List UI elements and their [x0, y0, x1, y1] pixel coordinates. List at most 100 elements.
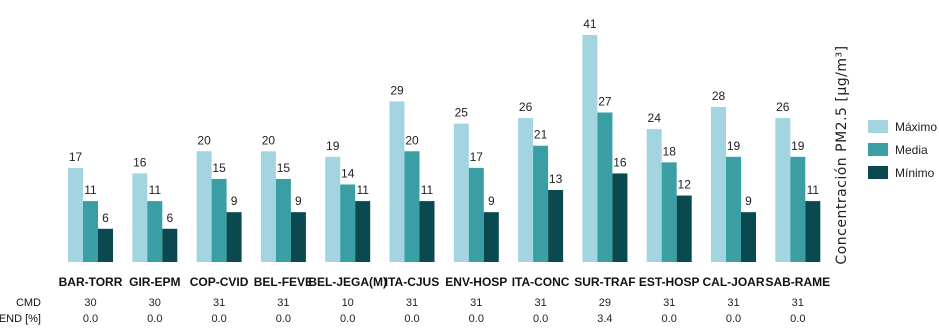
x-tick-label: EST-HOSP [639, 275, 700, 289]
bar-cal-joar-mínimo [741, 212, 756, 262]
bar-value-label: 9 [745, 194, 752, 208]
bar-ita-cjus-máximo [389, 101, 405, 262]
row-value: 31 [470, 297, 482, 309]
row-value: 31 [727, 297, 739, 309]
bar-est-hosp-media [661, 162, 677, 262]
legend-label: Media [895, 143, 928, 157]
bar-bar-torr-mínimo [98, 228, 113, 262]
row-value: 31 [792, 297, 804, 309]
bar-value-label: 26 [776, 100, 790, 114]
bar-ita-cjus-media [404, 151, 420, 262]
row-value: 10 [342, 297, 354, 309]
x-tick-label: SUR-TRAF [574, 275, 635, 289]
row-value: 0.0 [662, 313, 677, 325]
row-value: 0.0 [790, 313, 805, 325]
bar-value-label: 9 [488, 194, 495, 208]
bar-ita-conc-máximo [518, 118, 534, 262]
bar-bar-torr-media [83, 201, 98, 262]
row-value: 0.0 [404, 313, 419, 325]
bar-cal-joar-media [726, 156, 741, 262]
bar-cop-cvid-media [211, 178, 227, 262]
bar-sur-traf-máximo [582, 35, 598, 262]
x-tick-label: ITA-CONC [512, 275, 570, 289]
bar-ita-conc-mínimo [548, 190, 564, 262]
bar-value-label: 9 [295, 194, 302, 208]
bar-est-hosp-mínimo [676, 195, 692, 262]
bar-value-label: 28 [712, 89, 726, 103]
bar-env-hosp-media [468, 167, 484, 262]
row-value: 29 [599, 297, 611, 309]
x-tick-label: ENV-HOSP [445, 275, 507, 289]
bar-value-label: 29 [390, 83, 404, 97]
row-value: 0.0 [276, 313, 291, 325]
bar-ita-cjus-mínimo [419, 201, 435, 262]
bar-value-label: 26 [519, 100, 533, 114]
row-label: END [%] [0, 313, 41, 325]
row-value: 0.0 [533, 313, 548, 325]
bar-bel-feve-mínimo [290, 212, 306, 262]
bar-sab-rame-mínimo [805, 201, 821, 262]
legend-label: Mínimo [895, 166, 935, 180]
row-value: 30 [149, 297, 161, 309]
bar-value-label: 11 [421, 183, 434, 197]
bar-value-label: 18 [663, 144, 677, 158]
x-tick-label: SAB-RAME [765, 275, 830, 289]
bar-value-label: 6 [166, 211, 173, 225]
bar-value-label: 21 [534, 128, 548, 142]
row-value: 3.4 [597, 313, 612, 325]
bar-bel-feve-media [275, 178, 291, 262]
row-value: 31 [213, 297, 225, 309]
bar-cop-cvid-máximo [196, 151, 212, 262]
bars-group [68, 35, 821, 263]
bar-value-labels: 1711616116201592015919141129201125179262… [69, 17, 820, 225]
bar-value-label: 24 [648, 111, 662, 125]
bar-gir-epm-máximo [132, 173, 148, 262]
bar-value-label: 41 [583, 17, 597, 31]
bar-value-label: 11 [84, 183, 97, 197]
bar-sur-traf-mínimo [612, 173, 628, 262]
bar-env-hosp-mínimo [483, 212, 499, 262]
bar-value-label: 16 [613, 155, 627, 169]
bar-value-label: 14 [341, 166, 355, 180]
bar-value-label: 20 [405, 133, 419, 147]
legend: Máximo Media Mínimo [868, 120, 937, 180]
legend-swatch-máximo [868, 120, 888, 133]
legend-swatch-mínimo [868, 166, 888, 179]
bar-value-label: 11 [807, 183, 820, 197]
row-value: 0.0 [726, 313, 741, 325]
row-label: CMD [16, 297, 41, 309]
legend-swatch-media [868, 143, 888, 156]
x-tick-label: BAR-TORR [59, 275, 123, 289]
bar-value-label: 11 [149, 183, 162, 197]
bar-value-label: 19 [727, 139, 741, 153]
bar-est-hosp-máximo [646, 129, 662, 262]
row-value: 0.0 [147, 313, 162, 325]
bar-gir-epm-media [147, 201, 163, 262]
x-tick-label: GIR-EPM [129, 275, 180, 289]
bar-ita-conc-media [533, 145, 549, 262]
bar-value-label: 25 [455, 106, 469, 120]
legend-label: Máximo [895, 120, 937, 134]
bar-bel-jega(m)-máximo [325, 156, 341, 262]
bar-value-label: 13 [549, 172, 563, 186]
bar-value-label: 11 [356, 183, 369, 197]
bar-cop-cvid-mínimo [226, 212, 242, 262]
x-tick-label: COP-CVID [190, 275, 249, 289]
bar-value-label: 17 [470, 150, 484, 164]
bar-value-label: 20 [197, 133, 211, 147]
x-tick-label: BEL-FEVE [254, 275, 313, 289]
row-value: 31 [277, 297, 289, 309]
row-value: 31 [663, 297, 675, 309]
bar-value-label: 20 [262, 133, 276, 147]
bar-value-label: 9 [231, 194, 238, 208]
y-axis-label: Concentración PM2.5 [μg/m³] [834, 45, 850, 264]
row-value: 0.0 [340, 313, 355, 325]
bar-value-label: 6 [102, 211, 109, 225]
row-value: 0.0 [211, 313, 226, 325]
bar-gir-epm-mínimo [162, 228, 178, 262]
bar-value-label: 15 [212, 161, 226, 175]
row-value: 31 [406, 297, 418, 309]
bar-value-label: 19 [326, 139, 340, 153]
bar-bel-jega(m)-mínimo [355, 201, 371, 262]
